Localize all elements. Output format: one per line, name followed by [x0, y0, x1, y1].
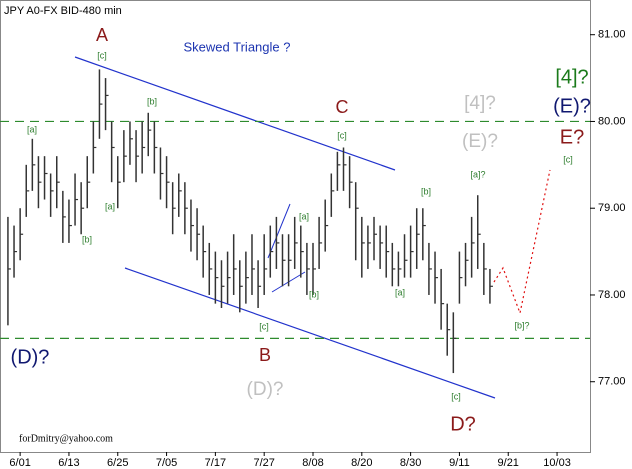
trendline [74, 56, 396, 171]
x-tick-label: 8/30 [400, 457, 421, 469]
annotation: [b]? [514, 320, 529, 330]
x-tick-label: 9/11 [449, 457, 470, 469]
y-tick-label: 79.00 [598, 202, 626, 214]
annotation: [c] [563, 154, 573, 164]
y-tick-label: 80.00 [598, 115, 626, 127]
y-tick-label: 78.00 [598, 289, 626, 301]
y-tick-label: 81.00 [598, 29, 626, 41]
annotation: [b] [82, 234, 92, 244]
plot-area [0, 0, 591, 453]
chart-title: JPY A0-FX BID-480 min [4, 5, 122, 17]
annotation: [a] [105, 201, 115, 211]
x-tick-label: 6/01 [9, 457, 30, 469]
annotation: (E)? [553, 95, 591, 117]
y-tick-label: 77.00 [598, 376, 626, 388]
x-tick-label: 10/03 [543, 457, 571, 469]
annotation: [a] [27, 124, 37, 134]
annotation: [c] [97, 50, 107, 60]
projection [493, 169, 551, 316]
x-tick-label: 7/27 [253, 457, 274, 469]
annotation: forDmitry@yahoo.com [19, 433, 113, 444]
annotation: C [336, 97, 349, 117]
annotation: [4]? [555, 66, 588, 88]
x-tick-label: 6/25 [107, 457, 128, 469]
x-tick-label: 8/08 [302, 457, 323, 469]
trendline [124, 267, 496, 399]
annotation: [4]? [464, 93, 496, 114]
annotation: [b] [421, 186, 431, 196]
annotation: [c] [259, 321, 269, 331]
annotation: D? [450, 413, 476, 435]
annotation: [c] [337, 130, 347, 140]
x-tick-label: 7/05 [156, 457, 177, 469]
annotation: [b] [309, 289, 319, 299]
annotation: [a]? [470, 169, 485, 179]
annotation: [b] [147, 96, 157, 106]
annotation: [c] [451, 391, 461, 401]
trendline [267, 203, 291, 259]
annotation: [a] [299, 211, 309, 221]
x-tick-label: 9/21 [498, 457, 519, 469]
x-tick-label: 8/20 [351, 457, 372, 469]
annotation: A [96, 25, 108, 45]
annotation: (D)? [247, 379, 284, 400]
annotation: (E)? [462, 131, 498, 152]
annotation: (D)? [11, 346, 50, 368]
annotation: [a] [395, 287, 405, 297]
x-tick-label: 7/17 [205, 457, 226, 469]
annotation: E? [560, 126, 584, 148]
x-tick-label: 6/13 [58, 457, 79, 469]
annotation: B [259, 345, 271, 365]
annotation: Skewed Triangle ? [184, 39, 291, 54]
